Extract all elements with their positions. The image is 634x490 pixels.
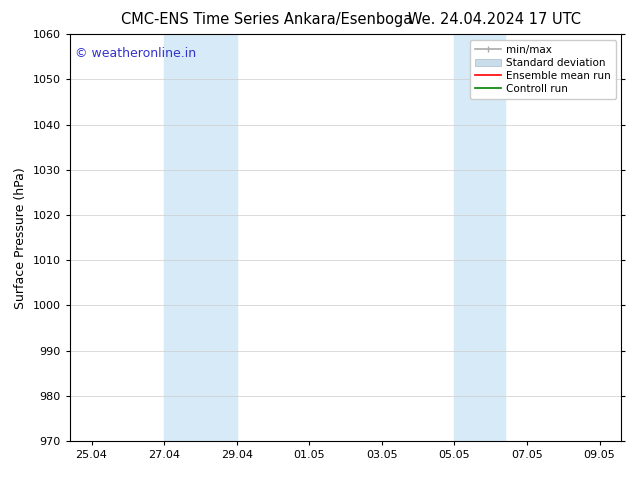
Bar — [164, 34, 236, 441]
Y-axis label: Surface Pressure (hPa): Surface Pressure (hPa) — [14, 167, 27, 309]
Text: We. 24.04.2024 17 UTC: We. 24.04.2024 17 UTC — [408, 12, 581, 27]
Legend: min/max, Standard deviation, Ensemble mean run, Controll run: min/max, Standard deviation, Ensemble me… — [470, 40, 616, 99]
Text: CMC-ENS Time Series Ankara/Esenboga: CMC-ENS Time Series Ankara/Esenboga — [120, 12, 412, 27]
Text: © weatheronline.in: © weatheronline.in — [75, 47, 197, 59]
Bar — [455, 34, 505, 441]
